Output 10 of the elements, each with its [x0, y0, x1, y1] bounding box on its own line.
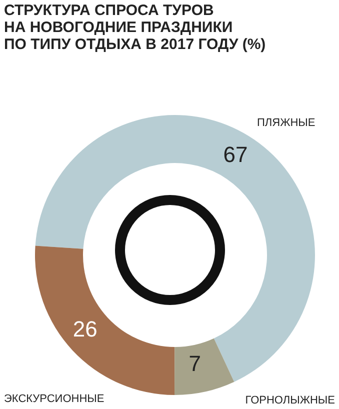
donut-slice: [35, 115, 315, 382]
slice-label: ЭКСКУРСИОННЫЕ: [4, 393, 104, 405]
chart-title: СТРУКТУРА СПРОСА ТУРОВ НА НОВОГОДНИЕ ПРАЗДНИКИ ПО ТИПУ ОТДЫХА В 2017 ГОДУ (%): [4, 2, 266, 53]
data-label: 26: [72, 316, 98, 342]
data-label: 67: [223, 142, 248, 167]
donut-slice: [174, 338, 234, 395]
donut-slice: [35, 246, 175, 395]
slice-label: ПЛЯЖНЫЕ: [257, 116, 316, 129]
slice-label: ГОРНОЛЫЖНЫЕ: [245, 394, 335, 406]
data-label: 7: [188, 350, 202, 376]
